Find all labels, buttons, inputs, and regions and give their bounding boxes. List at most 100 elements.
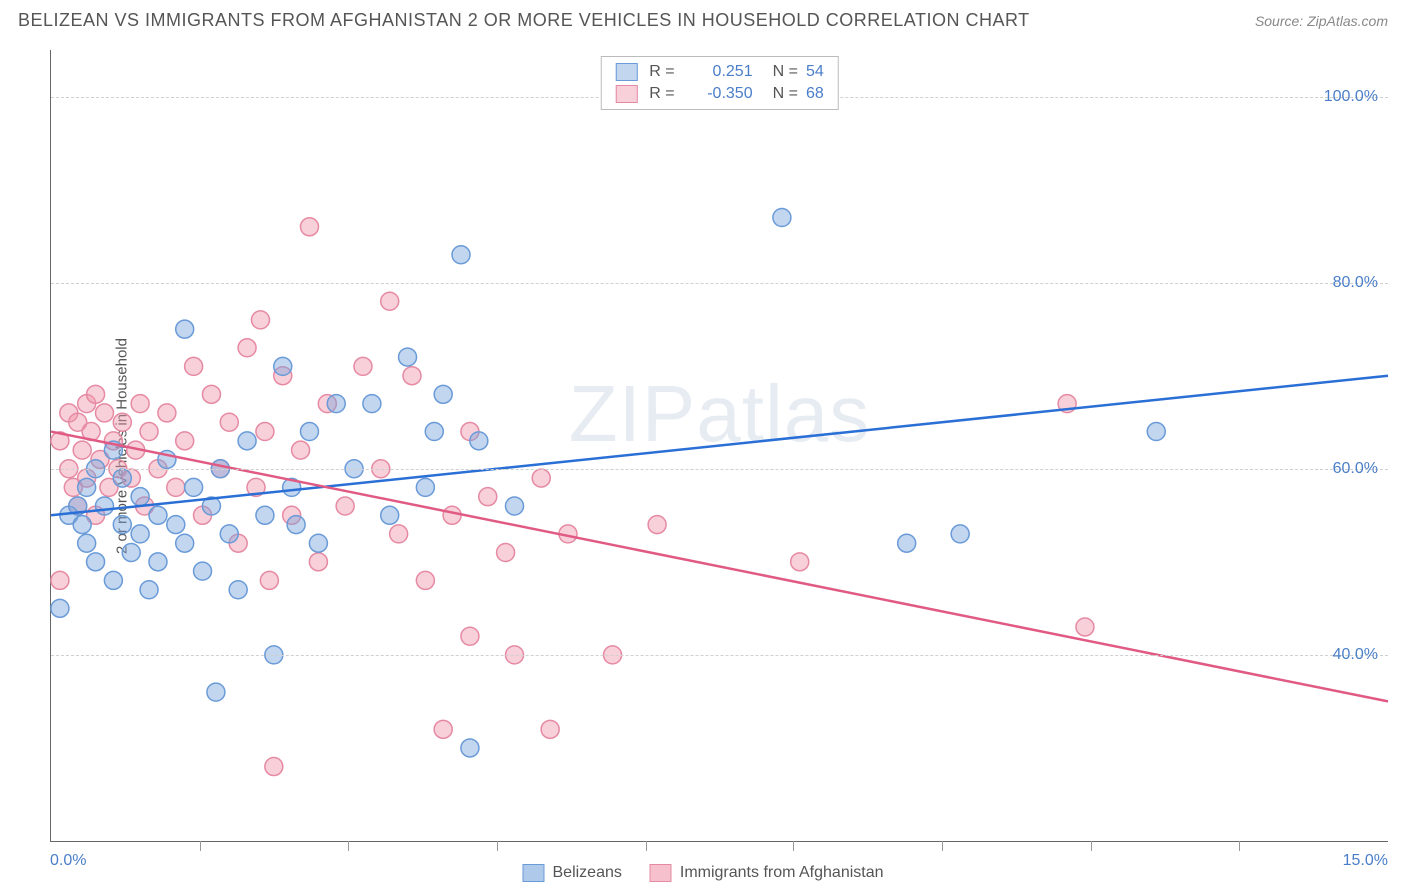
x-tick bbox=[497, 841, 498, 851]
gridline bbox=[51, 469, 1388, 470]
scatter-point bbox=[149, 553, 167, 571]
scatter-point bbox=[648, 516, 666, 534]
scatter-point bbox=[131, 525, 149, 543]
chart-plot-area: ZIPatlas R = 0.251 N = 54 R = -0.350 N =… bbox=[50, 50, 1388, 842]
scatter-point bbox=[292, 441, 310, 459]
chart-title: BELIZEAN VS IMMIGRANTS FROM AFGHANISTAN … bbox=[18, 10, 1030, 31]
scatter-point bbox=[898, 534, 916, 552]
scatter-point bbox=[951, 525, 969, 543]
scatter-point bbox=[238, 339, 256, 357]
scatter-point bbox=[78, 534, 96, 552]
scatter-point bbox=[541, 720, 559, 738]
scatter-point bbox=[220, 525, 238, 543]
scatter-point bbox=[309, 553, 327, 571]
scatter-point bbox=[773, 209, 791, 227]
scatter-point bbox=[416, 571, 434, 589]
y-tick-label: 80.0% bbox=[1333, 274, 1378, 292]
correlation-legend: R = 0.251 N = 54 R = -0.350 N = 68 bbox=[600, 56, 838, 110]
y-tick-label: 100.0% bbox=[1324, 88, 1378, 106]
gridline bbox=[51, 283, 1388, 284]
scatter-point bbox=[461, 627, 479, 645]
scatter-point bbox=[505, 497, 523, 515]
scatter-point bbox=[309, 534, 327, 552]
r-label: R = bbox=[649, 85, 674, 103]
scatter-point bbox=[461, 739, 479, 757]
scatter-point bbox=[158, 404, 176, 422]
x-tick bbox=[200, 841, 201, 851]
scatter-point bbox=[202, 385, 220, 403]
scatter-point bbox=[256, 506, 274, 524]
scatter-point bbox=[251, 311, 269, 329]
n-value-belizeans: 54 bbox=[806, 63, 824, 81]
scatter-point bbox=[194, 562, 212, 580]
n-value-afghan: 68 bbox=[806, 85, 824, 103]
scatter-point bbox=[51, 571, 69, 589]
scatter-point bbox=[113, 516, 131, 534]
scatter-point bbox=[73, 441, 91, 459]
scatter-svg bbox=[51, 50, 1388, 841]
scatter-point bbox=[354, 357, 372, 375]
swatch-afghan-icon bbox=[650, 864, 672, 882]
scatter-point bbox=[300, 218, 318, 236]
scatter-point bbox=[113, 469, 131, 487]
source-attribution: Source: ZipAtlas.com bbox=[1255, 13, 1388, 29]
scatter-point bbox=[274, 357, 292, 375]
scatter-point bbox=[87, 553, 105, 571]
x-tick bbox=[942, 841, 943, 851]
scatter-point bbox=[176, 534, 194, 552]
legend-label-afghan: Immigrants from Afghanistan bbox=[680, 864, 884, 882]
legend-row-belizeans: R = 0.251 N = 54 bbox=[615, 61, 823, 83]
x-tick bbox=[646, 841, 647, 851]
scatter-point bbox=[416, 478, 434, 496]
x-tick bbox=[1239, 841, 1240, 851]
scatter-point bbox=[452, 246, 470, 264]
scatter-point bbox=[238, 432, 256, 450]
scatter-point bbox=[479, 488, 497, 506]
scatter-point bbox=[434, 720, 452, 738]
scatter-point bbox=[185, 478, 203, 496]
y-tick-label: 40.0% bbox=[1333, 646, 1378, 664]
scatter-point bbox=[336, 497, 354, 515]
scatter-point bbox=[113, 413, 131, 431]
scatter-point bbox=[399, 348, 417, 366]
scatter-point bbox=[149, 506, 167, 524]
scatter-point bbox=[381, 506, 399, 524]
scatter-point bbox=[95, 404, 113, 422]
scatter-point bbox=[443, 506, 461, 524]
scatter-point bbox=[470, 432, 488, 450]
x-tick bbox=[1091, 841, 1092, 851]
n-label: N = bbox=[773, 63, 798, 81]
scatter-point bbox=[381, 292, 399, 310]
scatter-point bbox=[256, 423, 274, 441]
scatter-point bbox=[131, 488, 149, 506]
n-label: N = bbox=[773, 85, 798, 103]
r-value-afghan: -0.350 bbox=[683, 85, 753, 103]
scatter-point bbox=[167, 478, 185, 496]
scatter-point bbox=[229, 581, 247, 599]
r-value-belizeans: 0.251 bbox=[683, 63, 753, 81]
r-label: R = bbox=[649, 63, 674, 81]
x-tick bbox=[348, 841, 349, 851]
scatter-point bbox=[73, 516, 91, 534]
scatter-point bbox=[1147, 423, 1165, 441]
series-legend: Belizeans Immigrants from Afghanistan bbox=[522, 864, 883, 882]
y-tick-label: 60.0% bbox=[1333, 460, 1378, 478]
legend-label-belizeans: Belizeans bbox=[552, 864, 621, 882]
scatter-point bbox=[403, 367, 421, 385]
swatch-belizeans-icon bbox=[522, 864, 544, 882]
x-tick-label: 15.0% bbox=[1343, 852, 1388, 870]
legend-item-belizeans: Belizeans bbox=[522, 864, 621, 882]
scatter-point bbox=[207, 683, 225, 701]
scatter-point bbox=[327, 395, 345, 413]
gridline bbox=[51, 655, 1388, 656]
scatter-point bbox=[185, 357, 203, 375]
x-tick bbox=[793, 841, 794, 851]
scatter-point bbox=[131, 395, 149, 413]
scatter-point bbox=[260, 571, 278, 589]
legend-item-afghan: Immigrants from Afghanistan bbox=[650, 864, 884, 882]
scatter-point bbox=[140, 581, 158, 599]
scatter-point bbox=[167, 516, 185, 534]
scatter-point bbox=[1076, 618, 1094, 636]
scatter-point bbox=[425, 423, 443, 441]
scatter-point bbox=[140, 423, 158, 441]
